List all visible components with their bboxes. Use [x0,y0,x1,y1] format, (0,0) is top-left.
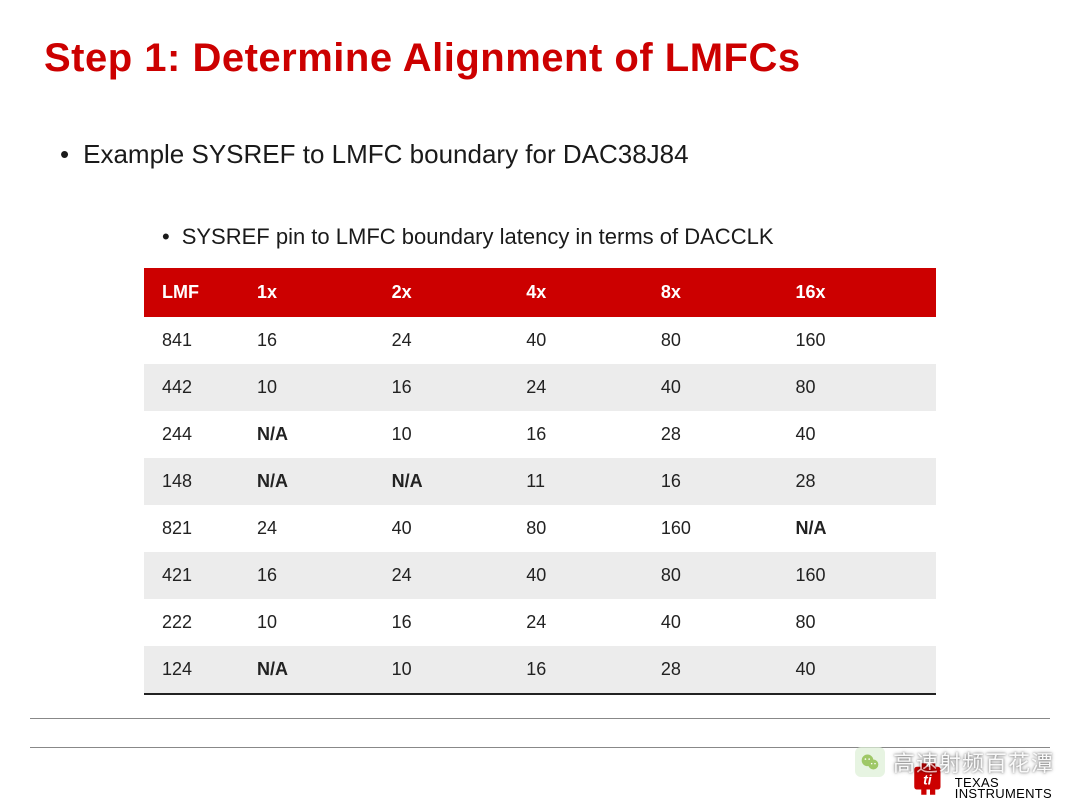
col-header: LMF [144,268,239,317]
table-cell: 160 [778,552,936,599]
table-cell: 124 [144,646,239,694]
col-header: 1x [239,268,374,317]
table-cell: 24 [239,505,374,552]
table-cell: 16 [643,458,778,505]
table-cell: 16 [508,646,643,694]
table-cell: 16 [508,411,643,458]
table-cell: 40 [508,552,643,599]
table-cell: 160 [778,317,936,364]
table-cell: 160 [643,505,778,552]
col-header: 16x [778,268,936,317]
table-cell: 40 [778,411,936,458]
table-cell: 80 [508,505,643,552]
table-cell: 10 [374,411,509,458]
table-cell: 10 [239,364,374,411]
table-cell: 40 [374,505,509,552]
table-row: 4421016244080 [144,364,936,411]
table-cell: 16 [374,364,509,411]
table-cell: 244 [144,411,239,458]
table-cell: 80 [778,364,936,411]
table-cell: 16 [374,599,509,646]
table-cell: 841 [144,317,239,364]
table-cell: 10 [374,646,509,694]
table-cell: 24 [508,364,643,411]
table-cell: 28 [778,458,936,505]
table-cell: 148 [144,458,239,505]
table-cell: 222 [144,599,239,646]
table-cell: 24 [508,599,643,646]
table-cell: 80 [643,552,778,599]
table-cell: 421 [144,552,239,599]
table-cell: 80 [778,599,936,646]
table-cell: N/A [374,458,509,505]
table-cell: N/A [778,505,936,552]
watermark: 高速射频百花潭 [855,746,1054,778]
table-cell: 16 [239,317,374,364]
watermark-text: 高速射频百花潭 [893,746,1054,778]
table-body: 841162440801604421016244080244N/A1016284… [144,317,936,694]
table-row: 124N/A10162840 [144,646,936,694]
footer-rule [30,718,1050,748]
table-cell: 16 [239,552,374,599]
slide-title: Step 1: Determine Alignment of LMFCs [44,36,1036,81]
table-row: 148N/AN/A111628 [144,458,936,505]
table-row: 244N/A10162840 [144,411,936,458]
table-cell: N/A [239,458,374,505]
table-cell: 24 [374,317,509,364]
table-cell: 821 [144,505,239,552]
table-cell: 10 [239,599,374,646]
table-cell: N/A [239,411,374,458]
col-header: 8x [643,268,778,317]
table-cell: 40 [508,317,643,364]
table-cell: 28 [643,646,778,694]
table-header-row: LMF 1x 2x 4x 8x 16x [144,268,936,317]
table-row: 42116244080160 [144,552,936,599]
table-row: 2221016244080 [144,599,936,646]
ti-logo-line2: INSTRUMENTS [955,788,1052,800]
table-cell: 24 [374,552,509,599]
table-cell: 40 [643,599,778,646]
table-cell: 40 [778,646,936,694]
table-cell: 442 [144,364,239,411]
table-row: 821244080160N/A [144,505,936,552]
table-cell: 80 [643,317,778,364]
wechat-icon [855,747,885,777]
table-cell: 40 [643,364,778,411]
ti-logo-text: TEXAS INSTRUMENTS [955,777,1052,800]
bullet-level-1: Example SYSREF to LMFC boundary for DAC3… [60,139,1036,170]
col-header: 2x [374,268,509,317]
table-row: 84116244080160 [144,317,936,364]
bullet-level-2: SYSREF pin to LMFC boundary latency in t… [162,224,1036,250]
latency-table: LMF 1x 2x 4x 8x 16x 84116244080160442101… [144,268,936,695]
col-header: 4x [508,268,643,317]
latency-table-container: LMF 1x 2x 4x 8x 16x 84116244080160442101… [144,268,936,695]
table-cell: 11 [508,458,643,505]
table-cell: N/A [239,646,374,694]
table-cell: 28 [643,411,778,458]
slide: Step 1: Determine Alignment of LMFCs Exa… [0,0,1080,810]
